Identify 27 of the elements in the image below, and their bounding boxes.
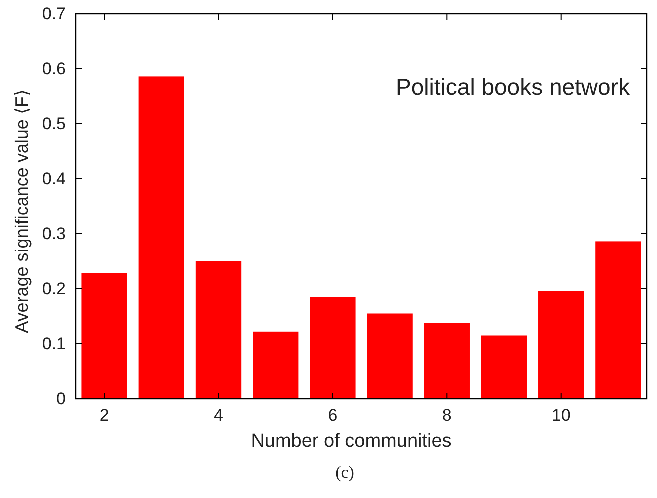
bar bbox=[538, 291, 584, 399]
bar bbox=[253, 332, 299, 399]
bar bbox=[367, 314, 413, 399]
y-tick-label: 0 bbox=[56, 389, 66, 408]
bar bbox=[596, 242, 642, 399]
x-tick-label: 2 bbox=[100, 406, 110, 426]
text: (c) bbox=[336, 463, 354, 482]
bar bbox=[310, 297, 356, 399]
bar bbox=[138, 76, 184, 399]
y-tick-label: 0.2 bbox=[42, 279, 66, 298]
y-tick-label: 0.1 bbox=[42, 334, 66, 354]
bar bbox=[424, 323, 470, 399]
y-axis-title: Average significance value ⟨F⟩ bbox=[12, 90, 32, 334]
y-tick-label: 0.4 bbox=[42, 169, 66, 188]
y-tick-label: 0.5 bbox=[42, 114, 66, 134]
text: Political books network bbox=[396, 74, 630, 100]
y-tick-label: 0.6 bbox=[42, 59, 66, 78]
bar bbox=[481, 336, 528, 399]
x-tick-label: 6 bbox=[328, 406, 338, 426]
bar bbox=[82, 273, 128, 399]
x-axis-title: Number of communities bbox=[251, 431, 452, 452]
x-tick-label: 10 bbox=[552, 406, 571, 426]
y-tick-label: 0.7 bbox=[42, 4, 66, 24]
x-tick-label: 4 bbox=[214, 406, 224, 426]
bar bbox=[196, 262, 242, 399]
y-tick-label: 0.3 bbox=[42, 224, 66, 244]
x-tick-label: 8 bbox=[442, 406, 452, 426]
